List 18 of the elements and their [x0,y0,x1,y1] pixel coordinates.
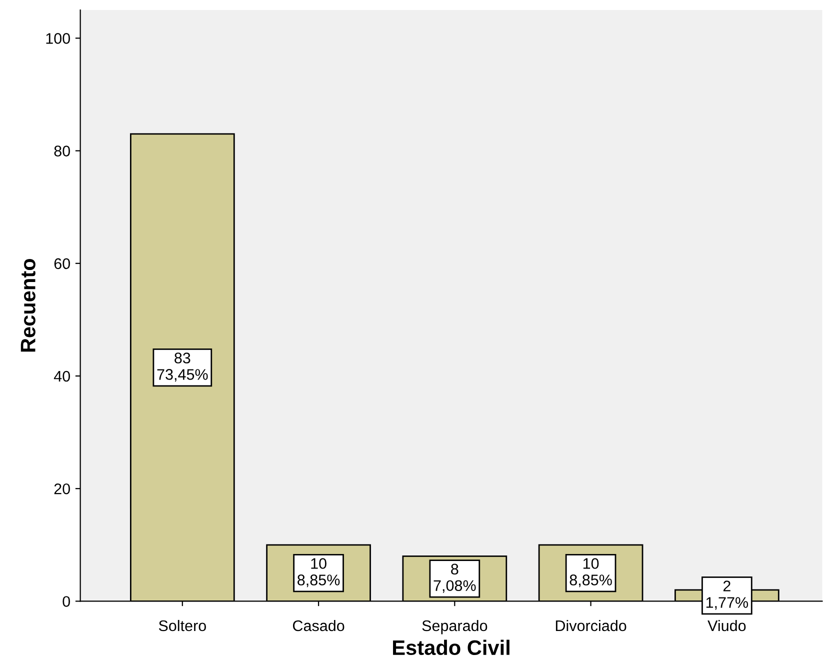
x-tick-label: Soltero [158,620,206,632]
data-label: 83 73,45% [157,352,208,382]
x-tick-label: Divorciado [556,620,626,632]
x-tick-label: Casado [292,620,344,632]
data-label: 10 8,85% [298,558,340,588]
y-tick-label: 40 [54,370,70,382]
x-tick-label: Viudo [708,620,746,632]
y-axis-title: Recuento [20,258,36,352]
y-tick-label: 20 [54,483,70,494]
x-tick-label: Separado [422,620,488,634]
data-label: 10 8,85% [570,558,612,588]
data-label: 8 7,08% [434,564,476,593]
y-tick-label: 60 [54,258,70,270]
y-tick-label: 0 [62,596,70,607]
y-tick-label: 80 [54,146,70,156]
x-axis-title: Estado Civil [393,640,510,656]
data-label: 2 1,77% [706,580,748,610]
y-tick-label: 100 [46,33,70,44]
